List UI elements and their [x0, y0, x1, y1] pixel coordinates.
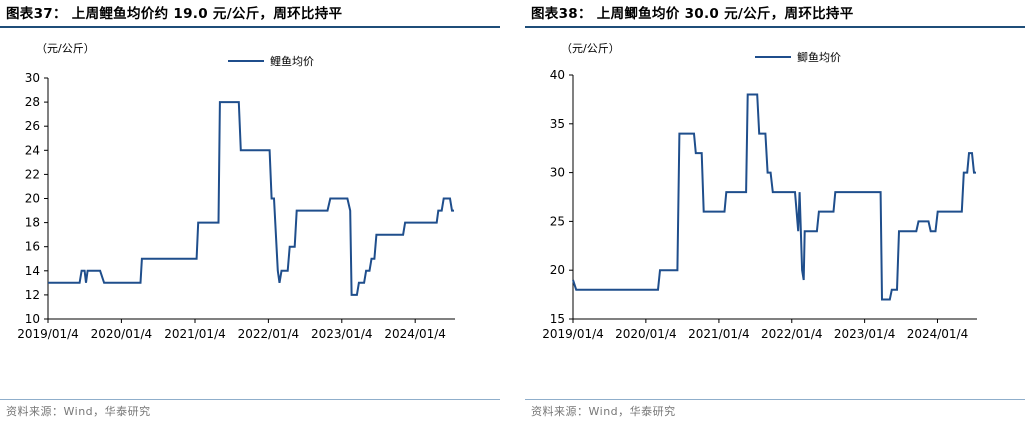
unit-label: （元/公斤） [561, 42, 620, 55]
y-tick-label: 15 [550, 312, 565, 326]
y-tick-label: 20 [550, 263, 565, 277]
x-tick-label: 2023/01/4 [834, 327, 896, 341]
x-tick-label: 2019/01/4 [17, 327, 79, 341]
y-tick-label: 14 [25, 264, 40, 278]
x-tick-label: 2022/01/4 [238, 327, 300, 341]
source-note: 资料来源：Wind，华泰研究 [531, 405, 676, 418]
source-note: 资料来源：Wind，华泰研究 [6, 405, 151, 418]
y-tick-label: 30 [550, 166, 565, 180]
y-tick-label: 12 [25, 288, 40, 302]
y-tick-label: 40 [550, 68, 565, 82]
x-tick-label: 2022/01/4 [761, 327, 823, 341]
legend-label: 鲤鱼均价 [270, 54, 314, 68]
figure-title: 图表38： 上周鲫鱼均价 30.0 元/公斤，周环比持平 [531, 6, 854, 22]
carp-price-line-chart: （元/公斤） 10 12 14 16 18 20 22 24 26 28 30 2019/01/4 202… [17, 42, 455, 341]
y-tick-label: 25 [550, 214, 565, 228]
source-rule [0, 399, 500, 400]
y-tick-label: 24 [25, 143, 40, 157]
y-tick-label: 26 [25, 119, 40, 133]
x-tick-label: 2021/01/4 [164, 327, 226, 341]
source-rule [525, 399, 1025, 400]
y-tick-label: 18 [25, 216, 40, 230]
y-tick-label: 35 [550, 117, 565, 131]
legend-label: 鲫鱼均价 [797, 50, 841, 64]
y-tick-label: 16 [25, 240, 40, 254]
x-tick-label: 2021/01/4 [688, 327, 750, 341]
x-tick-label: 2020/01/4 [91, 327, 153, 341]
crucian-price-line-chart: （元/公斤） 15 20 25 30 35 40 2019/01/4 2020/01/4 2021… [542, 42, 977, 341]
series-line [48, 101, 454, 296]
x-tick-label: 2024/01/4 [907, 327, 969, 341]
x-tick-label: 2023/01/4 [311, 327, 373, 341]
y-tick-label: 22 [25, 167, 40, 181]
unit-label: （元/公斤） [36, 42, 95, 55]
y-tick-label: 20 [25, 192, 40, 206]
y-tick-label: 30 [25, 71, 40, 85]
x-tick-label: 2024/01/4 [384, 327, 446, 341]
chart-panel-crucian: 图表38： 上周鲫鱼均价 30.0 元/公斤，周环比持平 （元/公斤） 15 20 2… [525, 0, 1030, 424]
x-tick-label: 2019/01/4 [542, 327, 604, 341]
chart-panel-carp: 图表37： 上周鲤鱼均价约 19.0 元/公斤，周环比持平 （元/公斤） 10 12… [0, 0, 505, 424]
title-rule [0, 26, 500, 28]
figure-title: 图表37： 上周鲤鱼均价约 19.0 元/公斤，周环比持平 [6, 6, 343, 22]
title-rule [525, 26, 1025, 28]
y-tick-label: 10 [25, 312, 40, 326]
y-tick-label: 28 [25, 95, 40, 109]
series-line [572, 93, 976, 301]
x-tick-label: 2020/01/4 [615, 327, 677, 341]
